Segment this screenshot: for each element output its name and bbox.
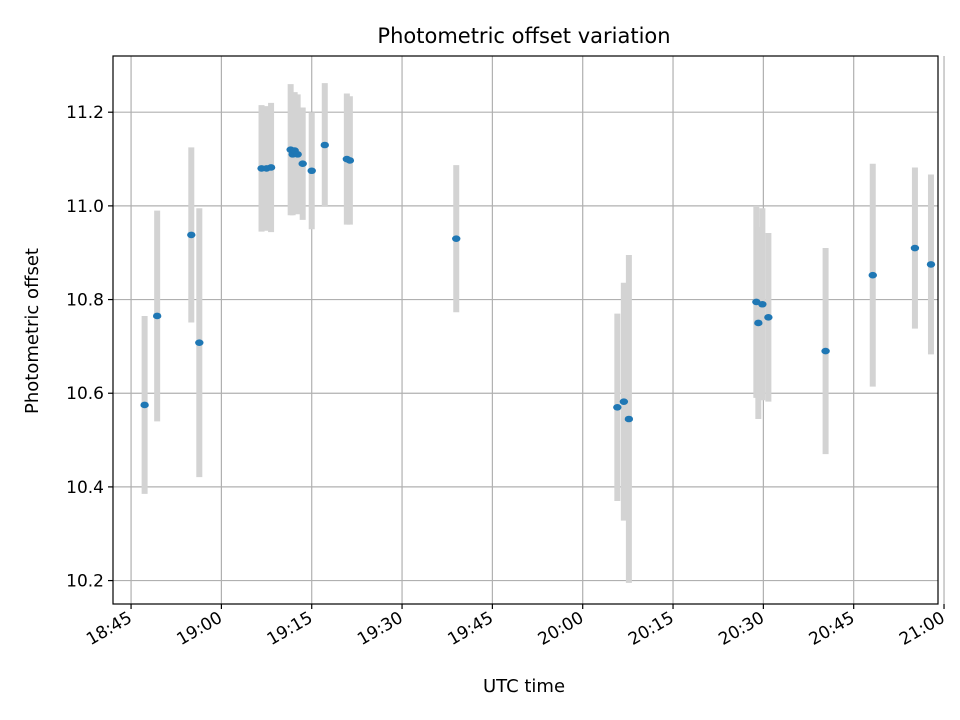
data-point	[452, 235, 461, 242]
data-point	[307, 167, 316, 175]
data-point	[764, 314, 773, 321]
data-point	[821, 347, 830, 355]
data-point	[758, 300, 767, 308]
y-tick-label: 10.4	[66, 478, 104, 498]
data-point	[266, 164, 276, 171]
y-tick-label: 11.0	[66, 197, 104, 217]
data-point	[754, 319, 763, 327]
data-point	[624, 415, 634, 423]
point-layer	[140, 141, 936, 423]
plot-frame	[112, 55, 939, 605]
data-point	[868, 271, 877, 279]
y-tick-label: 11.2	[66, 103, 104, 123]
data-point	[619, 398, 629, 405]
data-point	[152, 312, 162, 320]
data-point	[298, 160, 307, 168]
data-point	[910, 244, 920, 252]
y-tick-label: 10.8	[66, 291, 104, 311]
data-point	[926, 261, 936, 268]
x-axis-label: UTC time	[483, 676, 565, 697]
chart-title: Photometric offset variation	[377, 24, 670, 48]
data-point	[320, 141, 329, 149]
y-axis-label: Photometric offset	[22, 248, 43, 414]
data-point	[195, 339, 204, 346]
data-point	[345, 157, 355, 164]
data-point	[140, 401, 149, 409]
y-tick-label: 10.6	[66, 384, 104, 404]
data-point	[187, 231, 196, 239]
data-point	[613, 403, 622, 411]
y-tick-label: 10.2	[66, 572, 104, 592]
data-point	[293, 151, 302, 158]
